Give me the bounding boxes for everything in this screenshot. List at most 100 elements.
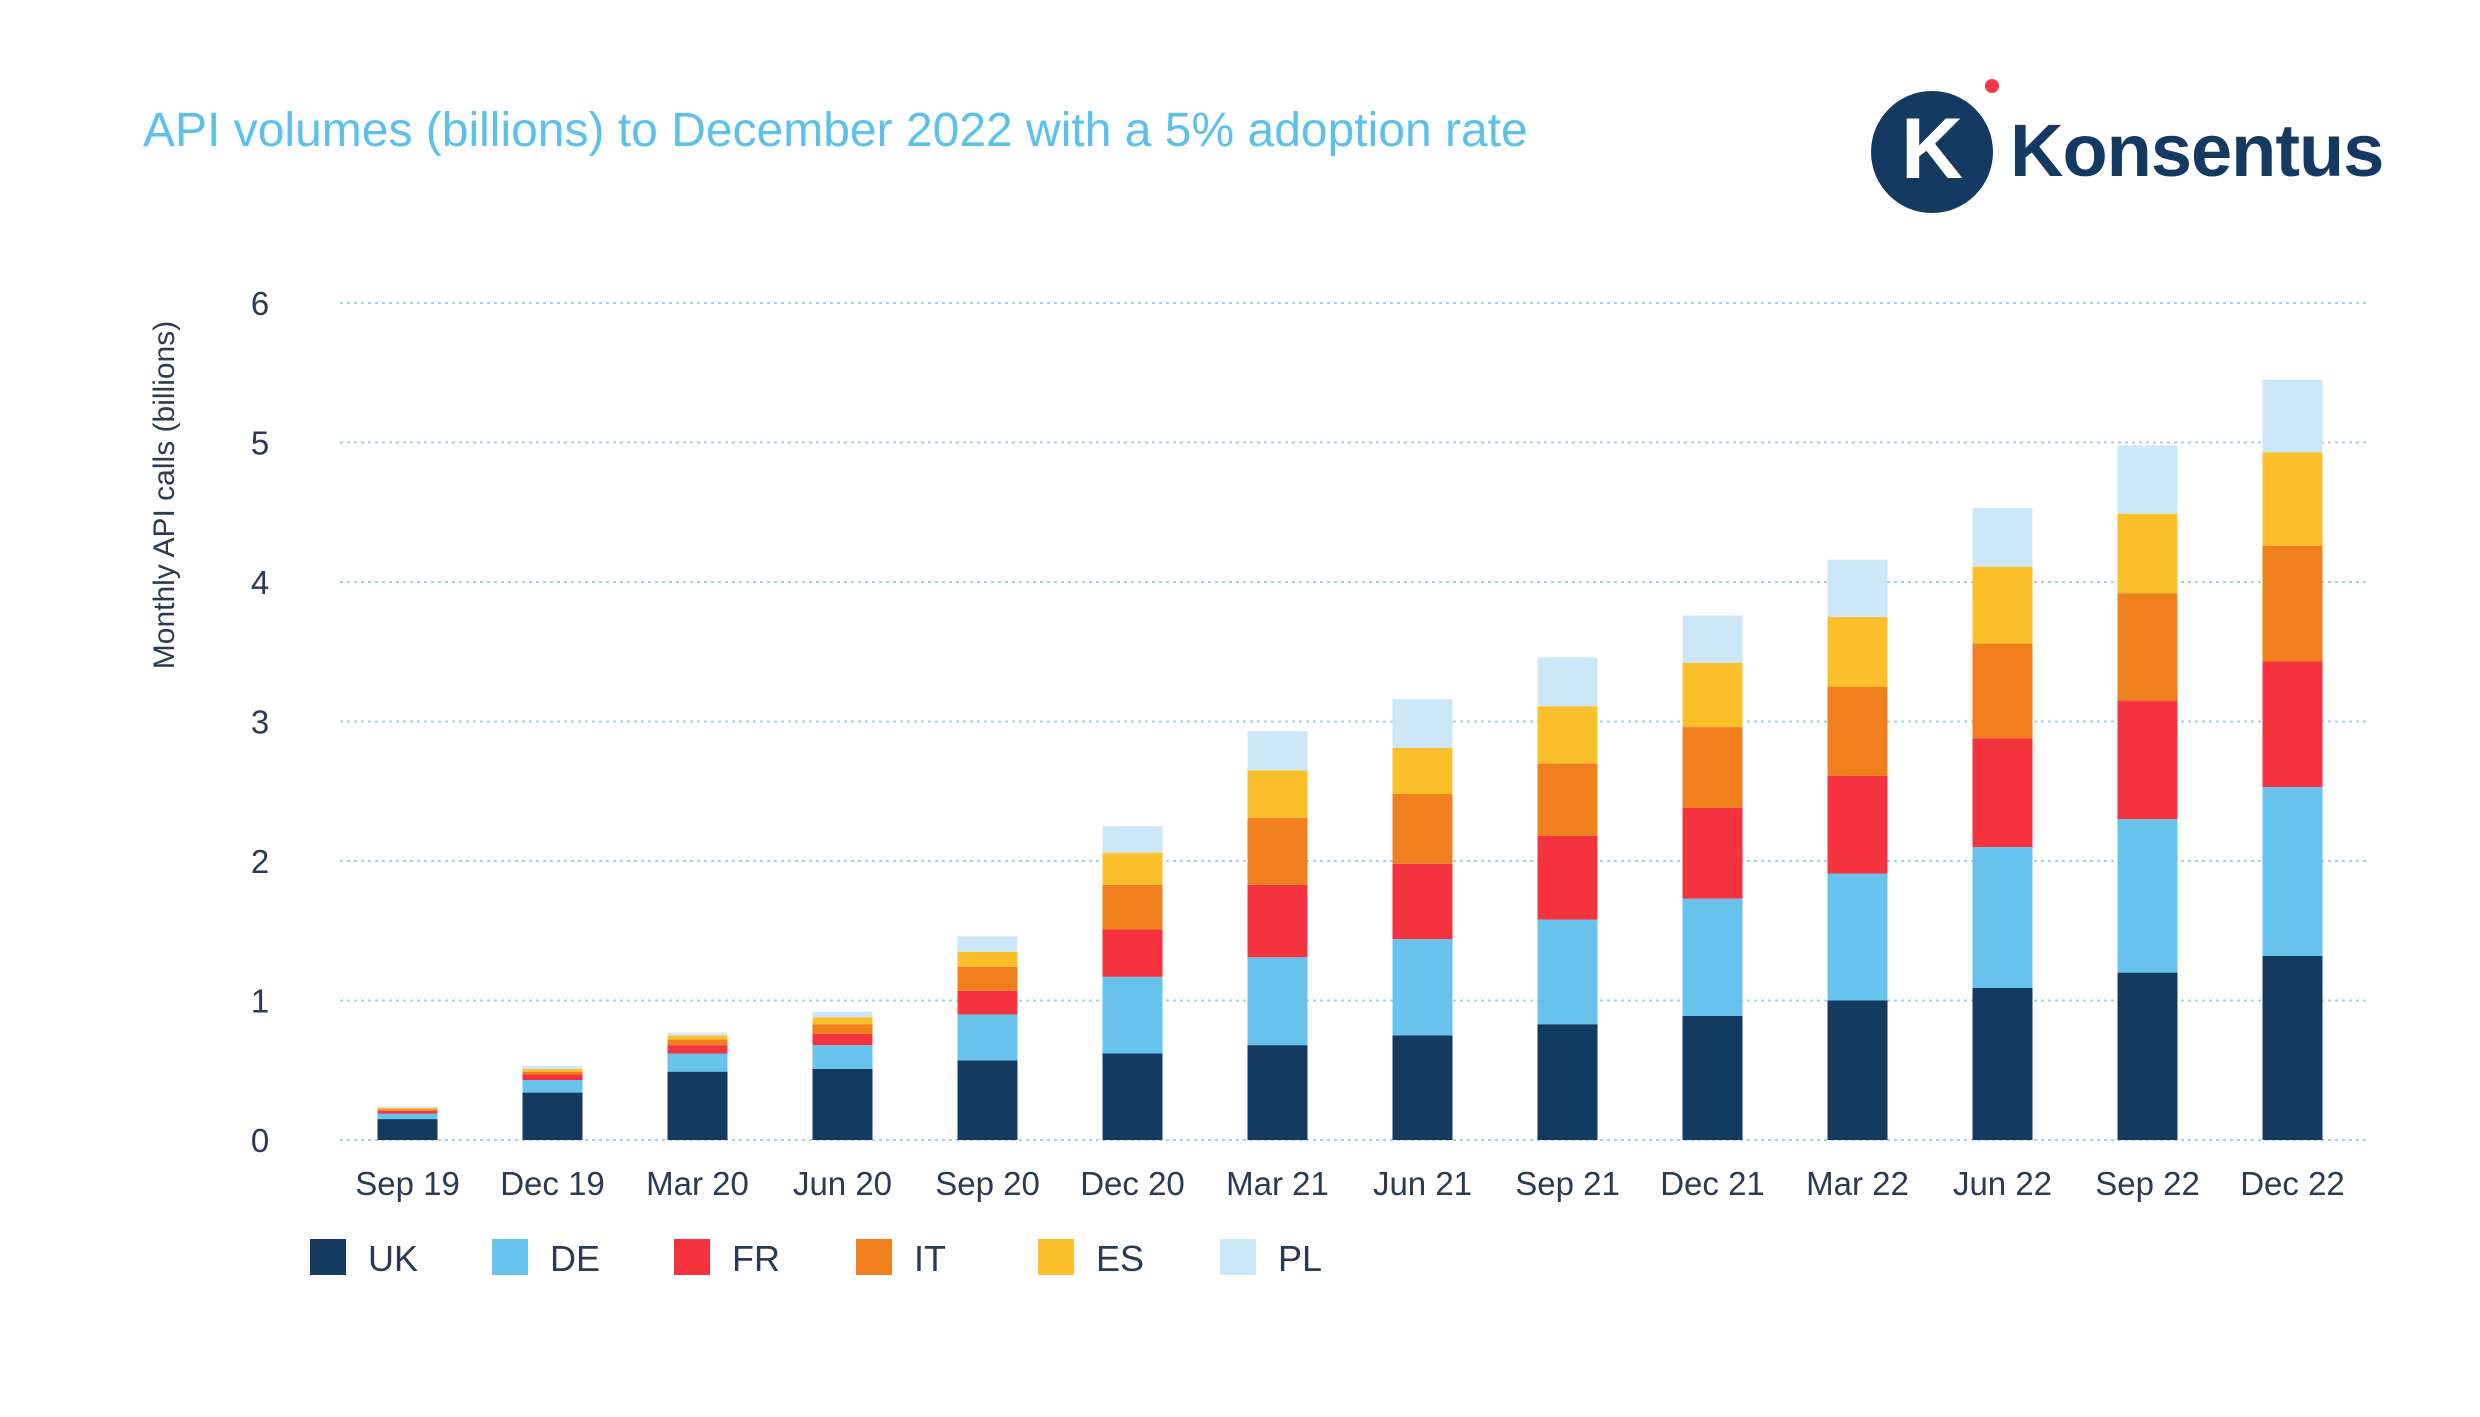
bar-de-mar-21	[1247, 957, 1308, 1046]
bar-it-mar-22	[1827, 686, 1888, 776]
x-axis-ticks: Sep 19 Dec 19 Mar 20 Jun 20 Sep 20 Dec 20 Mar …	[355, 1165, 2345, 1202]
bar-it-sep-21	[1537, 763, 1598, 836]
bar-es-jun-21	[1392, 748, 1453, 795]
bar-de-dec-20	[1102, 976, 1163, 1054]
bar-pl-sep-21	[1537, 657, 1598, 707]
bar-de-sep-19	[377, 1113, 438, 1120]
bar-es-dec-21	[1682, 662, 1743, 728]
x-tick-label: Dec 19	[500, 1165, 605, 1202]
bar-uk-sep-19	[377, 1119, 438, 1140]
bar-es-mar-20	[667, 1035, 728, 1040]
bar-uk-dec-22	[2262, 955, 2323, 1140]
x-tick-label: Dec 20	[1080, 1165, 1185, 1202]
chart-title: API volumes (billions) to December 2022 …	[143, 104, 1528, 157]
y-tick-label: 6	[251, 285, 269, 322]
bar-es-jun-22	[1972, 566, 2033, 644]
legend-swatch	[1220, 1239, 1256, 1275]
legend-swatch	[674, 1239, 710, 1275]
konsentus-logo-icon: K	[1871, 79, 1999, 213]
legend: UK DE FR IT ES PL	[310, 1232, 1710, 1282]
bar-pl-jun-22	[1972, 508, 2033, 567]
bar-it-sep-22	[2117, 593, 2178, 701]
bar-pl-dec-20	[1102, 826, 1163, 853]
bar-pl-mar-20	[667, 1032, 728, 1036]
bar-it-dec-20	[1102, 884, 1163, 930]
bar-es-dec-19	[522, 1068, 583, 1072]
bar-fr-dec-21	[1682, 807, 1743, 899]
bar-uk-mar-20	[667, 1071, 728, 1140]
y-tick-label: 5	[251, 425, 269, 462]
bar-de-jun-22	[1972, 847, 2033, 988]
bar-uk-jun-21	[1392, 1035, 1453, 1140]
legend-label: FR	[732, 1238, 780, 1279]
bar-fr-dec-19	[522, 1074, 583, 1081]
bar-pl-dec-22	[2262, 379, 2323, 453]
bar-fr-dec-20	[1102, 929, 1163, 977]
bar-it-mar-21	[1247, 817, 1308, 885]
bar-es-dec-20	[1102, 852, 1163, 885]
bar-de-mar-20	[667, 1053, 728, 1072]
bar-uk-dec-20	[1102, 1053, 1163, 1140]
bar-fr-mar-21	[1247, 884, 1308, 958]
x-tick-label: Mar 22	[1806, 1165, 1909, 1202]
bar-de-dec-21	[1682, 898, 1743, 1016]
x-tick-label: Sep 20	[935, 1165, 1040, 1202]
bar-de-dec-22	[2262, 787, 2323, 956]
bar-it-dec-19	[522, 1071, 583, 1075]
bar-fr-jun-21	[1392, 863, 1453, 940]
bar-fr-sep-22	[2117, 700, 2178, 820]
bar-it-sep-19	[377, 1109, 438, 1111]
x-tick-label: Sep 21	[1515, 1165, 1620, 1202]
y-axis-ticks: 0 1 2 3 4 5 6	[251, 285, 269, 1159]
legend-label: PL	[1278, 1238, 1323, 1279]
bar-it-dec-22	[2262, 545, 2323, 662]
bar-fr-jun-20	[812, 1033, 873, 1046]
bar-fr-mar-20	[667, 1045, 728, 1054]
legend-swatch	[310, 1239, 346, 1275]
y-tick-label: 3	[251, 704, 269, 741]
bar-de-jun-20	[812, 1045, 873, 1069]
bar-pl-mar-22	[1827, 559, 1888, 617]
legend-swatch	[1038, 1239, 1074, 1275]
bar-uk-sep-21	[1537, 1024, 1598, 1140]
legend-swatch	[492, 1239, 528, 1275]
y-axis-label: Monthly API calls (billions)	[148, 321, 181, 669]
grid-lines	[340, 302, 2370, 1141]
bar-pl-mar-21	[1247, 731, 1308, 771]
x-tick-label: Jun 20	[793, 1165, 892, 1202]
bars	[377, 379, 2323, 1140]
bar-es-sep-20	[957, 951, 1018, 968]
bar-pl-dec-19	[522, 1066, 583, 1069]
bar-de-sep-21	[1537, 919, 1598, 1025]
bar-fr-sep-19	[377, 1110, 438, 1114]
bar-fr-sep-21	[1537, 835, 1598, 920]
bar-es-sep-19	[377, 1107, 438, 1110]
legend-swatch	[856, 1239, 892, 1275]
bar-de-sep-22	[2117, 819, 2178, 973]
bar-it-sep-20	[957, 967, 1018, 991]
bar-uk-sep-22	[2117, 972, 2178, 1140]
legend-label: IT	[914, 1238, 946, 1279]
bar-pl-dec-21	[1682, 615, 1743, 663]
x-tick-label: Jun 21	[1373, 1165, 1472, 1202]
bar-fr-jun-22	[1972, 738, 2033, 848]
logo-letter: K	[1901, 101, 1963, 197]
bar-de-jun-21	[1392, 939, 1453, 1036]
bar-fr-mar-22	[1827, 775, 1888, 874]
y-tick-label: 1	[251, 983, 269, 1020]
bar-de-mar-22	[1827, 873, 1888, 1001]
bar-it-jun-21	[1392, 794, 1453, 864]
bar-de-sep-20	[957, 1014, 1018, 1061]
x-tick-label: Dec 22	[2240, 1165, 2345, 1202]
bar-pl-sep-22	[2117, 445, 2178, 514]
bar-uk-dec-19	[522, 1092, 583, 1140]
y-tick-label: 0	[251, 1122, 269, 1159]
x-tick-label: Jun 22	[1953, 1165, 2052, 1202]
bar-uk-mar-21	[1247, 1045, 1308, 1140]
bar-it-jun-20	[812, 1024, 873, 1034]
legend-label: UK	[368, 1238, 419, 1279]
bar-fr-sep-20	[957, 990, 1018, 1015]
bar-de-dec-19	[522, 1080, 583, 1093]
bar-uk-sep-20	[957, 1060, 1018, 1140]
